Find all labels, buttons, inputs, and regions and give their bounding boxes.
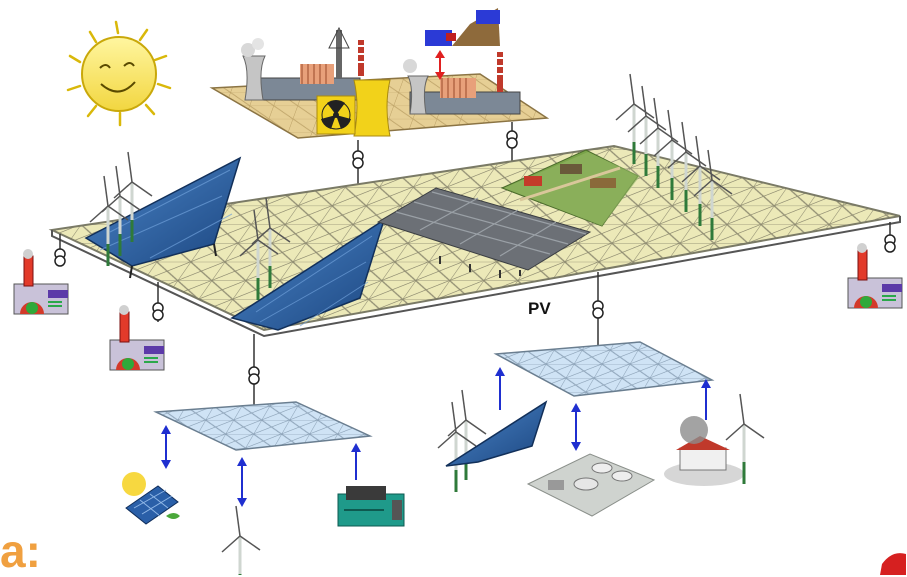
solar-panel-icon — [84, 156, 242, 279]
solar-panel-right-icon — [436, 388, 548, 494]
sun-icon — [66, 20, 172, 127]
transformer-icon-2 — [506, 130, 518, 149]
wind-turbine-small-icon — [220, 504, 262, 575]
solar-panel-icon-2 — [230, 218, 386, 331]
transformer-icon-5 — [884, 234, 896, 253]
farm-icon — [500, 149, 640, 227]
transformer-icon-3 — [54, 248, 66, 267]
power-plant-icon — [241, 26, 361, 101]
nuclear-icon — [316, 79, 391, 137]
lv-grid-plate-left — [153, 401, 373, 451]
pv-label: PV — [528, 299, 551, 318]
biogas-plant-icon — [526, 453, 656, 517]
lv-grid-plate-right — [493, 341, 715, 397]
chp-plant-icon-3 — [847, 242, 903, 309]
house-icon — [664, 392, 766, 486]
transformer-icon-7 — [592, 300, 604, 319]
transformer-icon-4 — [152, 302, 164, 321]
red-storage-arrow — [435, 50, 445, 80]
blue-bidirectional-arrow — [161, 425, 361, 507]
solar-farm-icon — [376, 187, 592, 278]
power-plant-icon-2 — [358, 40, 521, 115]
solar-panel-small-icon — [122, 472, 180, 525]
transformer-icon-6 — [248, 366, 260, 385]
diesel-generator-icon — [337, 486, 405, 527]
blue-arrows-right — [495, 367, 711, 451]
corner-text: a: — [0, 525, 41, 577]
hydro-storage-icon — [424, 8, 500, 46]
transformer-icon — [352, 150, 364, 169]
logo-fragment — [880, 553, 906, 575]
